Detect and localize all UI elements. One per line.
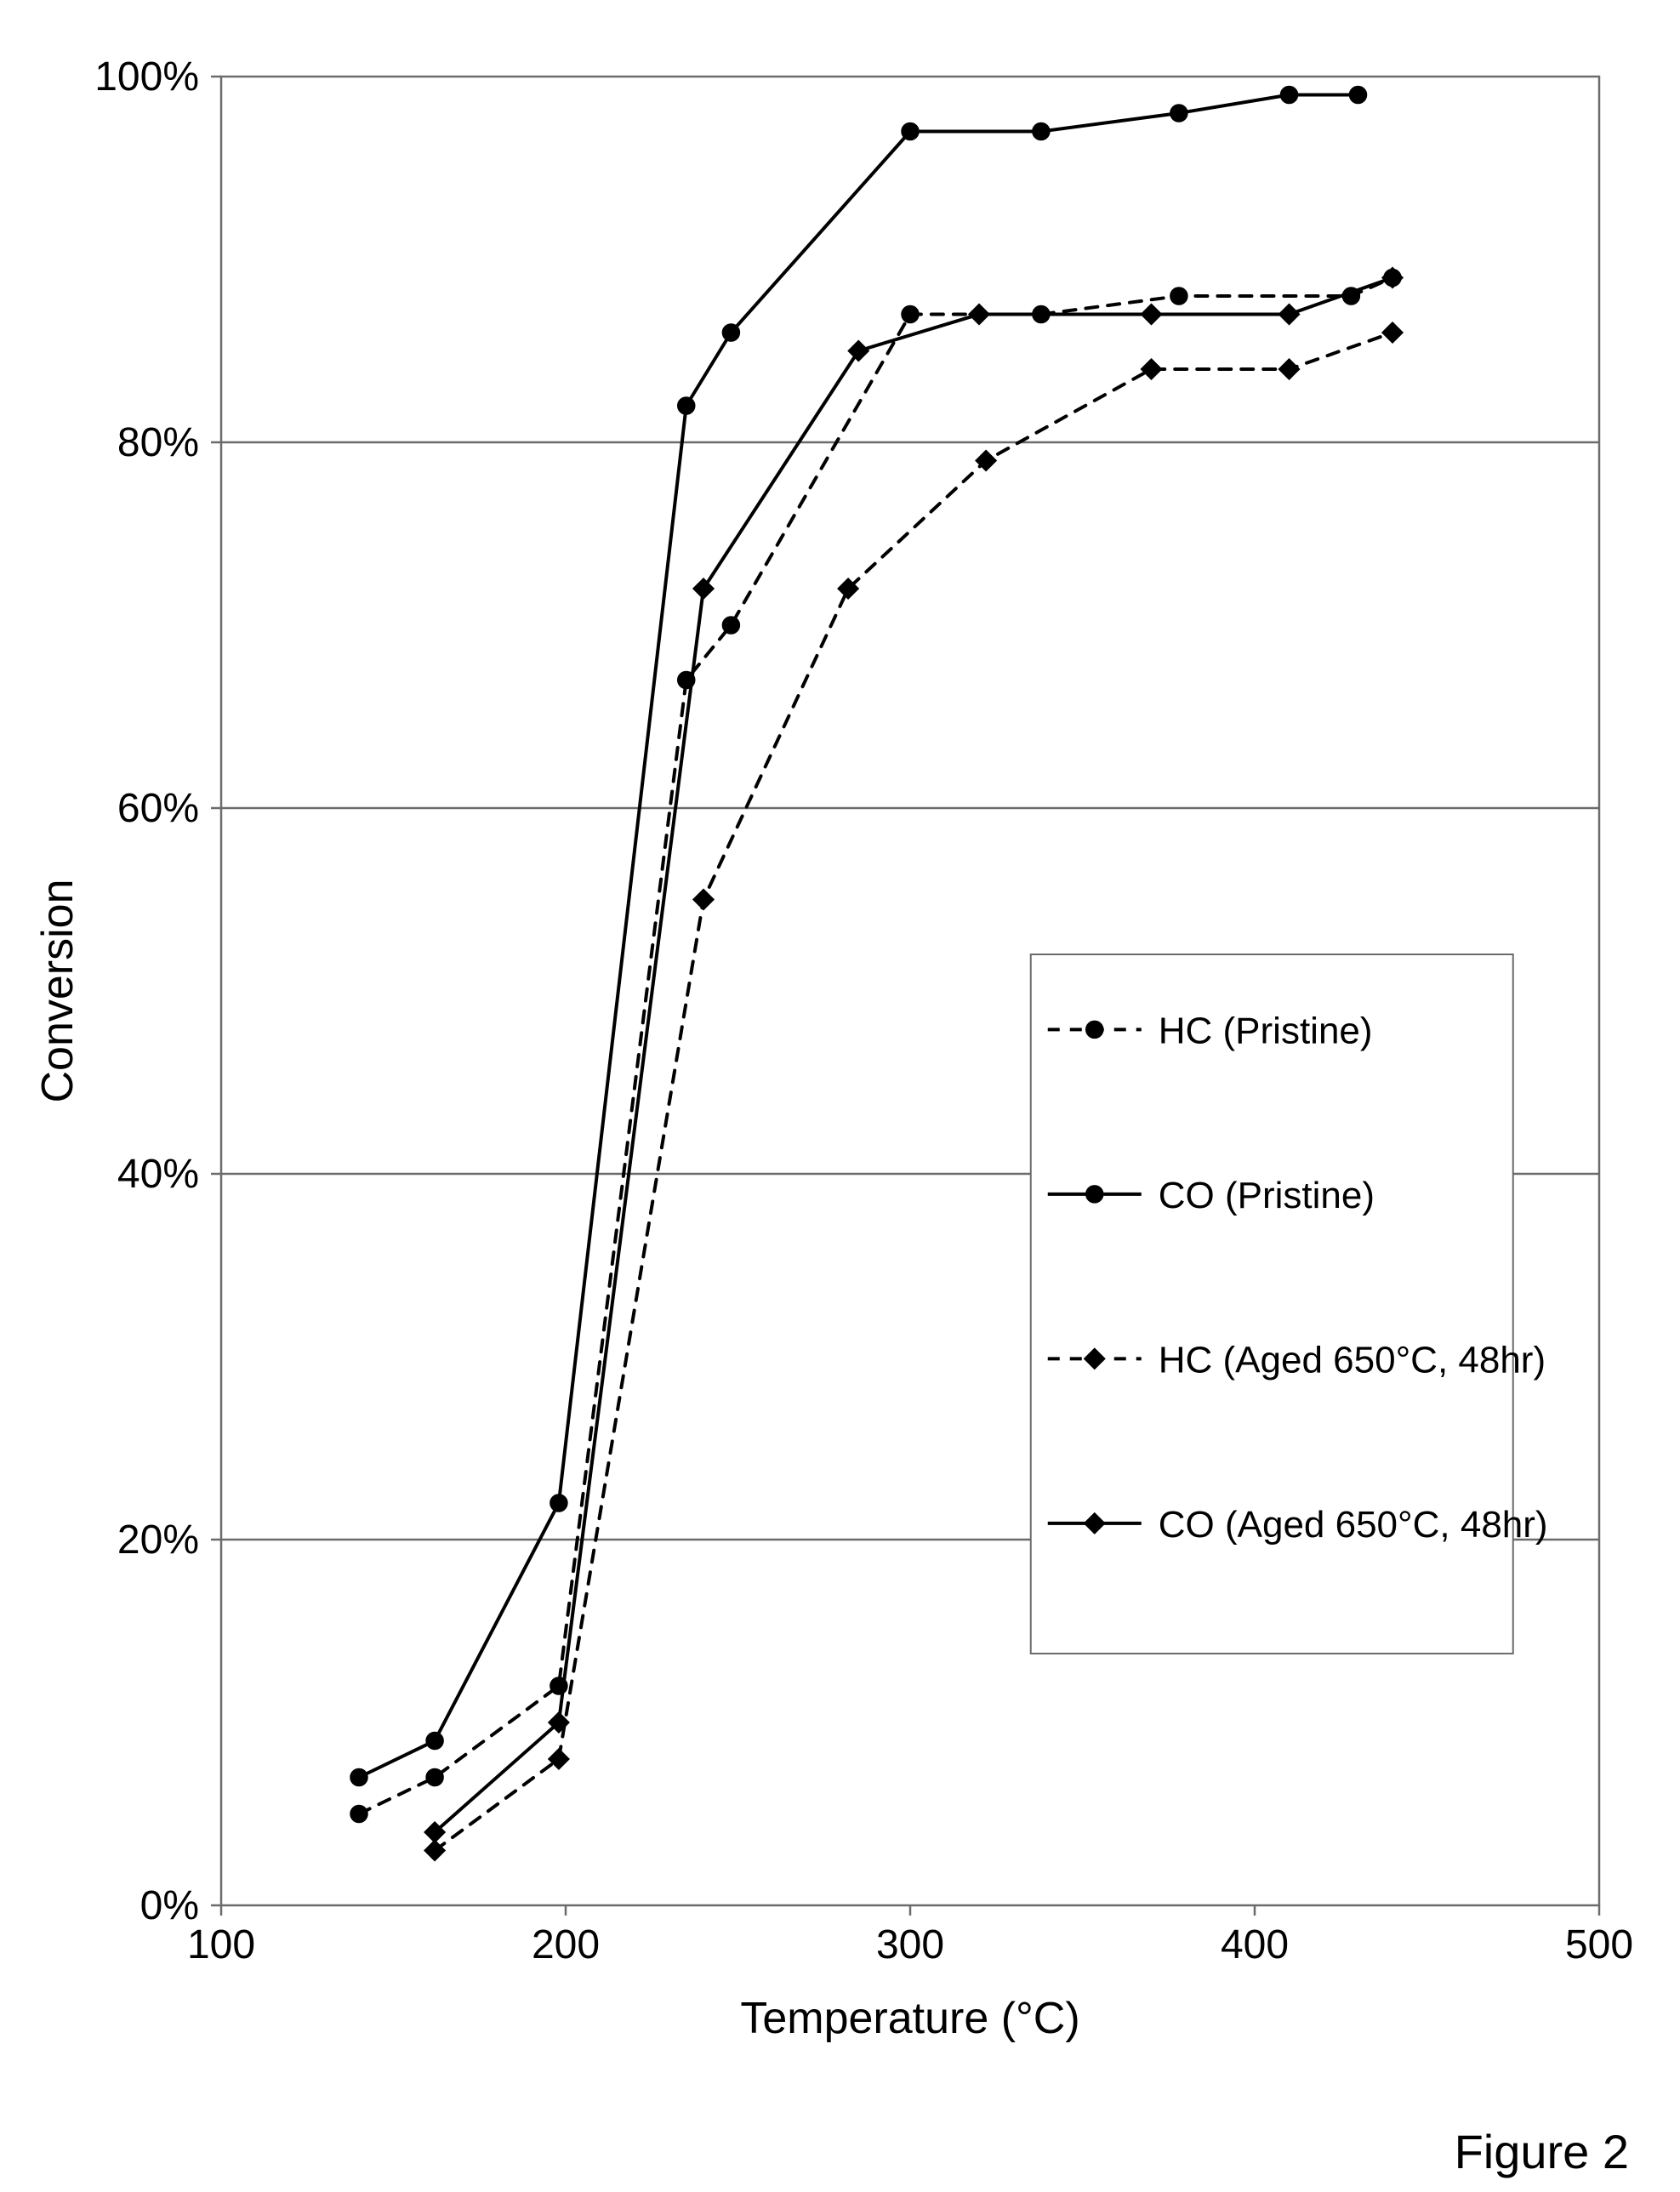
y-tick-label: 40% bbox=[117, 1152, 199, 1197]
y-tick-label: 20% bbox=[117, 1517, 199, 1563]
conversion-chart: 100 200 300 400 500 0% 20% 40% 60% 80% 100% Tempera… bbox=[0, 0, 1680, 2092]
y-tick-label: 100% bbox=[94, 54, 199, 100]
legend-box bbox=[1031, 954, 1513, 1654]
x-tick-label: 100 bbox=[187, 1922, 255, 1967]
data-marker bbox=[1350, 87, 1367, 104]
legend-label: CO (Pristine) bbox=[1159, 1175, 1375, 1216]
legend-label: HC (Aged 650°C, 48hr) bbox=[1159, 1339, 1546, 1381]
data-marker bbox=[722, 617, 739, 634]
y-tick-label: 60% bbox=[117, 786, 199, 831]
data-marker bbox=[426, 1769, 443, 1786]
x-tick-label: 400 bbox=[1221, 1922, 1289, 1967]
legend-label: CO (Aged 650°C, 48hr) bbox=[1159, 1504, 1548, 1546]
data-marker bbox=[902, 306, 919, 323]
legend-label: HC (Pristine) bbox=[1159, 1010, 1373, 1051]
data-marker bbox=[902, 123, 919, 140]
data-marker bbox=[350, 1806, 367, 1823]
data-marker bbox=[550, 1495, 567, 1512]
data-marker bbox=[426, 1733, 443, 1750]
x-tick-label: 300 bbox=[876, 1922, 944, 1967]
data-marker bbox=[1086, 1186, 1103, 1203]
data-marker bbox=[1170, 288, 1187, 305]
data-marker bbox=[1033, 123, 1050, 140]
data-marker bbox=[1281, 87, 1298, 104]
x-tick-label: 500 bbox=[1565, 1922, 1633, 1967]
data-marker bbox=[678, 397, 695, 414]
y-axis-title: Conversion bbox=[33, 879, 83, 1102]
legend: HC (Pristine) CO (Pristine) HC (Aged 650°C… bbox=[1031, 954, 1548, 1654]
data-marker bbox=[1086, 1021, 1103, 1038]
page: 100 200 300 400 500 0% 20% 40% 60% 80% 100% Tempera… bbox=[0, 0, 1680, 2192]
figure-caption: Figure 2 bbox=[1455, 2124, 1629, 2179]
x-axis-title: Temperature (°C) bbox=[740, 1994, 1079, 2043]
data-marker bbox=[722, 324, 739, 341]
data-marker bbox=[1170, 105, 1187, 122]
x-tick-label: 200 bbox=[532, 1922, 600, 1967]
y-tick-label: 80% bbox=[117, 420, 199, 465]
y-tick-label: 0% bbox=[140, 1883, 199, 1928]
data-marker bbox=[350, 1769, 367, 1786]
